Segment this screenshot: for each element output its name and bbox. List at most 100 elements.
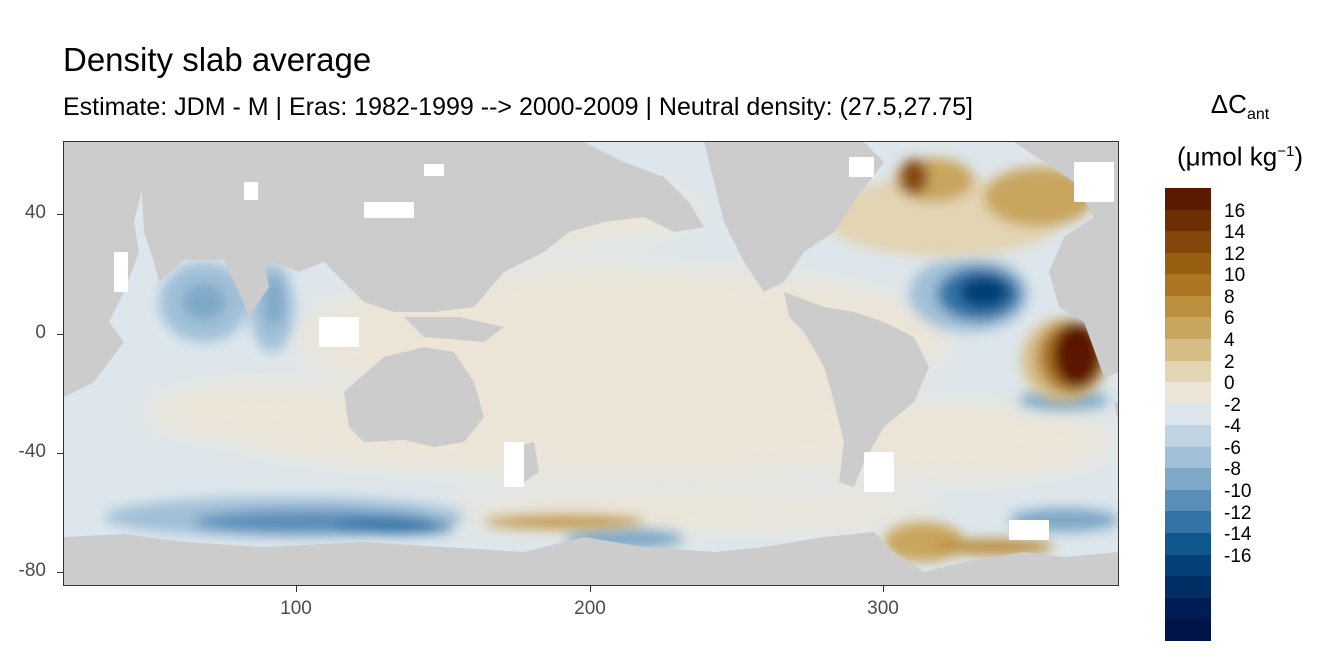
nodata-red-sea: [114, 252, 128, 292]
y-tick-label: 0: [35, 322, 46, 343]
land-north-america: [704, 142, 884, 292]
legend-swatch: [1165, 468, 1211, 490]
x-tick-mark: [590, 586, 591, 592]
legend-label: -12: [1224, 502, 1252, 524]
legend-tick: [1165, 557, 1211, 558]
legend-swatch: [1165, 231, 1211, 253]
legend-tick: [1165, 427, 1211, 428]
legend-label: -14: [1224, 524, 1252, 546]
legend-label: 2: [1224, 351, 1235, 373]
land-indonesia: [404, 317, 504, 342]
legend-tick: [1165, 406, 1211, 407]
x-tick-label: 200: [574, 598, 606, 619]
legend-tick: [1165, 212, 1211, 213]
legend-unit-main: (μmol kg: [1177, 141, 1278, 172]
legend-title-sub: ant: [1246, 106, 1270, 124]
nodata-weddell: [1009, 520, 1049, 540]
legend-swatch: [1165, 425, 1211, 447]
legend-label: 10: [1224, 265, 1246, 287]
legend-swatch: [1165, 597, 1211, 620]
nodata-yellow-sea: [364, 202, 414, 218]
legend-tick: [1165, 363, 1211, 364]
legend-label: -8: [1224, 459, 1241, 481]
legend-label: 8: [1224, 286, 1235, 308]
legend-unit-sup: −1: [1277, 143, 1295, 160]
nodata-south-china-sea: [319, 317, 359, 347]
legend-swatch: [1165, 619, 1211, 641]
y-tick-mark: [57, 453, 63, 454]
legend-tick: [1165, 341, 1211, 342]
land-australia: [344, 347, 484, 447]
land-antarctica: [64, 532, 1118, 585]
y-tick-mark: [57, 572, 63, 573]
land: [64, 142, 1118, 585]
legend-swatch: [1165, 338, 1211, 361]
nodata-okhotsk: [424, 164, 444, 176]
legend-label: 16: [1224, 200, 1246, 222]
legend-swatch: [1165, 533, 1211, 555]
map-panel: [63, 141, 1119, 586]
legend-tick: [1165, 384, 1211, 385]
map-svg: [64, 142, 1118, 585]
legend-swatch: [1165, 274, 1211, 296]
legend-tick: [1165, 514, 1211, 515]
legend-tick: [1165, 276, 1211, 277]
legend-label: -16: [1224, 545, 1252, 567]
land-eurasia: [139, 142, 704, 312]
legend-label: 4: [1224, 330, 1235, 351]
legend-tick: [1165, 298, 1211, 299]
y-tick-mark: [57, 214, 63, 215]
y-tick-label: -80: [18, 560, 46, 581]
y-tick-label: -40: [18, 441, 46, 462]
legend-colorbar: [1165, 188, 1211, 641]
legend-swatch: [1165, 446, 1211, 469]
legend-label: -10: [1224, 481, 1252, 502]
x-tick-label: 300: [867, 598, 899, 619]
land-south-america: [784, 292, 929, 487]
legend-swatch: [1165, 360, 1211, 383]
chart-subtitle: Estimate: JDM - M | Eras: 1982-1999 --> …: [63, 93, 973, 121]
legend-label: 12: [1224, 243, 1246, 265]
legend-label: 14: [1224, 222, 1246, 244]
field-brown: [484, 158, 1106, 562]
legend-tick: [1165, 535, 1211, 536]
nodata-patagonia: [864, 452, 894, 492]
legend-tick: [1165, 255, 1211, 256]
nodata-north-sea: [1074, 162, 1114, 202]
legend-swatch: [1165, 382, 1211, 404]
legend-tick: [1165, 449, 1211, 450]
land-africa-west: [64, 142, 144, 397]
legend-swatch: [1165, 295, 1211, 318]
legend-swatch: [1165, 554, 1211, 577]
nodata-tasman: [504, 442, 524, 487]
x-tick-mark: [296, 586, 297, 592]
legend-tick: [1165, 470, 1211, 471]
legend-label: -6: [1224, 437, 1241, 459]
land-south-africa: [1114, 402, 1118, 422]
x-tick-label: 100: [280, 598, 312, 619]
land-india: [224, 260, 269, 317]
field-blue: [104, 256, 1118, 549]
legend-swatch: [1165, 403, 1211, 426]
legend-title-main: ΔC: [1210, 89, 1247, 119]
nodata: [114, 157, 1114, 540]
legend-tick: [1165, 233, 1211, 234]
legend-label: 6: [1224, 308, 1235, 330]
y-tick-mark: [57, 334, 63, 335]
legend-label: -4: [1224, 416, 1241, 438]
legend-swatch: [1165, 188, 1211, 210]
chart-title: Density slab average: [63, 41, 372, 78]
nodata-caspian: [244, 182, 258, 200]
x-tick-mark: [883, 586, 884, 592]
legend-tick: [1165, 319, 1211, 320]
legend-tick: [1165, 492, 1211, 493]
legend-swatch: [1165, 489, 1211, 512]
legend-label: -2: [1224, 394, 1241, 416]
legend-unit: (μmol kg−1): [1160, 134, 1320, 175]
legend-swatch: [1165, 317, 1211, 339]
nodata-hudson: [849, 157, 874, 177]
legend-title: ΔCant: [1160, 86, 1320, 133]
legend-unit-close: ): [1294, 141, 1303, 172]
legend-swatch: [1165, 511, 1211, 533]
legend-swatch: [1165, 252, 1211, 275]
